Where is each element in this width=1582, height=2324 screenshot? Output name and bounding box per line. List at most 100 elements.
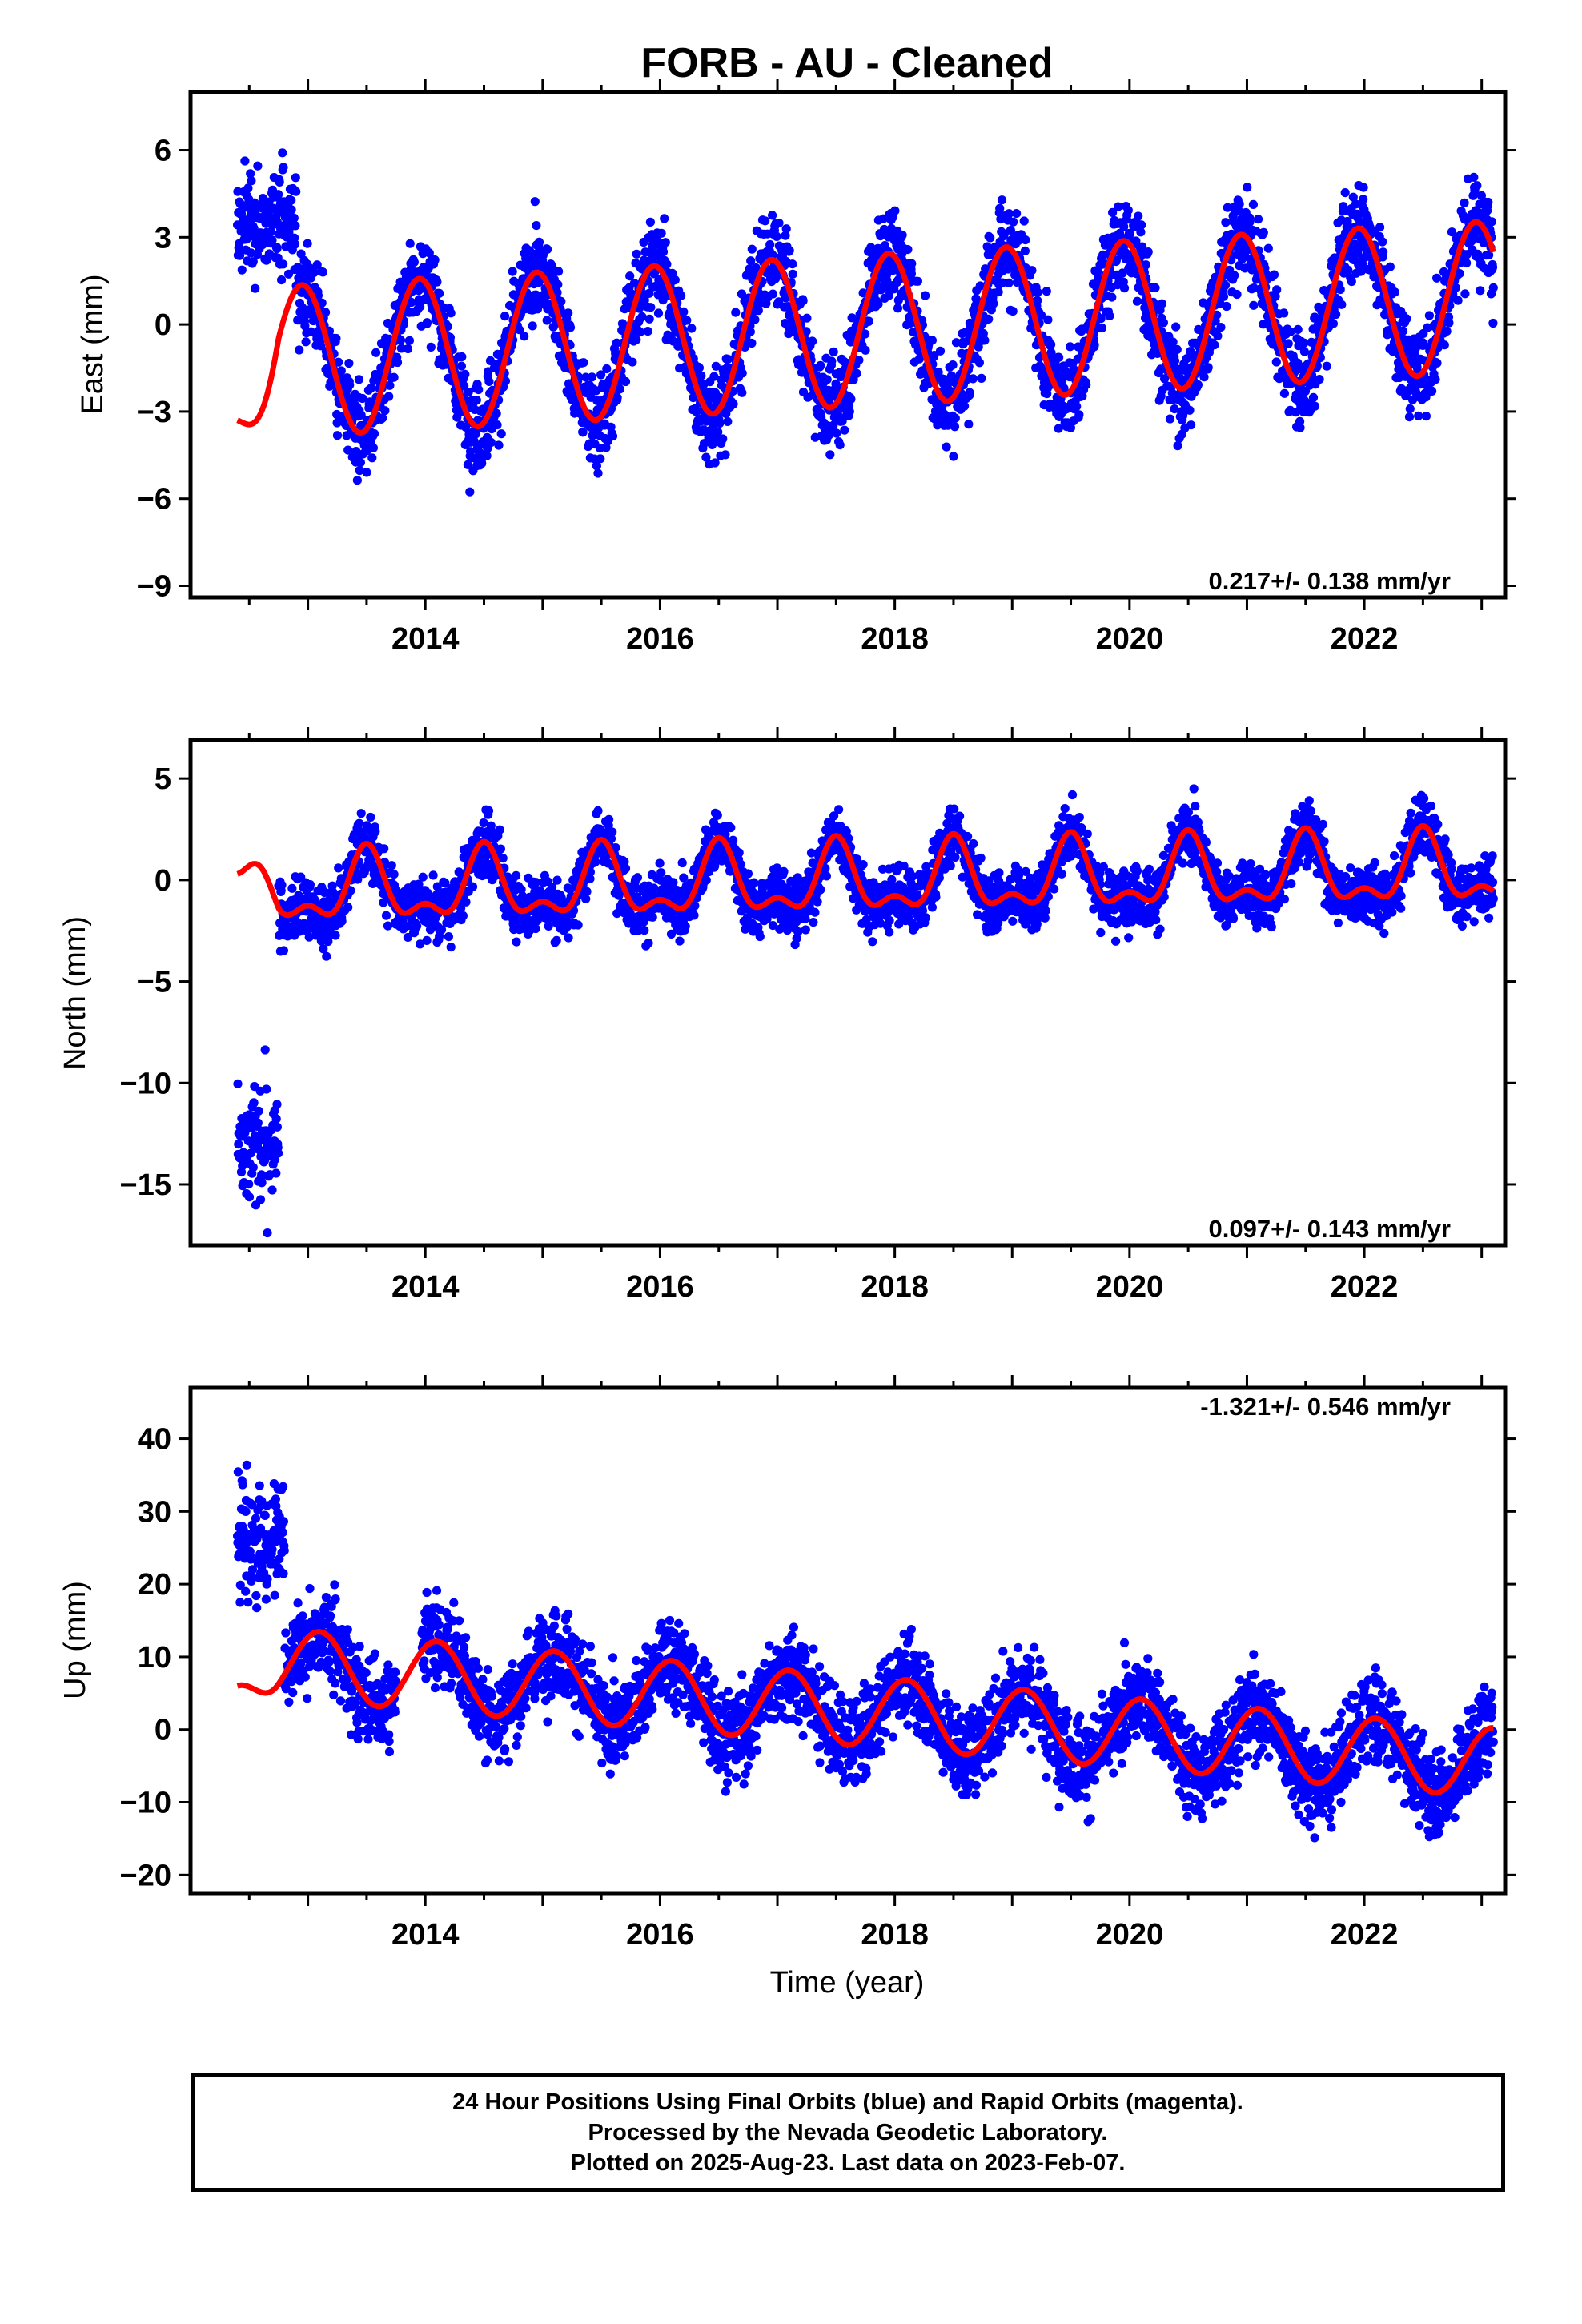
data-point bbox=[244, 1180, 254, 1189]
data-point bbox=[1359, 183, 1368, 192]
data-point bbox=[788, 269, 797, 279]
data-point bbox=[646, 303, 656, 312]
data-point bbox=[464, 388, 473, 397]
data-point bbox=[709, 372, 719, 381]
data-point bbox=[392, 357, 403, 368]
east-rate-label: 0.217+/- 0.138 mm/yr bbox=[1209, 567, 1451, 595]
data-point bbox=[781, 231, 790, 240]
data-point bbox=[1216, 323, 1226, 332]
data-point bbox=[573, 920, 583, 930]
data-point bbox=[751, 263, 761, 273]
data-point bbox=[977, 373, 986, 383]
x-tick-label: 2020 bbox=[1096, 1270, 1164, 1304]
data-point bbox=[951, 338, 962, 348]
data-point bbox=[243, 183, 253, 193]
data-point bbox=[718, 434, 728, 444]
data-point bbox=[383, 921, 393, 931]
data-point bbox=[697, 371, 706, 380]
data-point bbox=[1012, 209, 1022, 219]
data-point bbox=[723, 354, 733, 364]
data-point bbox=[305, 880, 315, 890]
data-point bbox=[1310, 312, 1319, 322]
data-point bbox=[355, 458, 365, 468]
east-frame bbox=[188, 90, 1508, 600]
data-point bbox=[248, 257, 258, 267]
data-point bbox=[1451, 283, 1460, 292]
data-point bbox=[620, 863, 631, 874]
data-point bbox=[1171, 322, 1181, 332]
data-point bbox=[978, 328, 988, 339]
data-point bbox=[498, 854, 508, 863]
data-point bbox=[1219, 292, 1229, 301]
data-point bbox=[662, 259, 672, 269]
data-point bbox=[534, 237, 544, 247]
data-point bbox=[890, 206, 900, 215]
data-point bbox=[1340, 188, 1350, 198]
data-point bbox=[907, 259, 917, 268]
data-point bbox=[247, 176, 256, 186]
data-point bbox=[381, 911, 391, 920]
data-point bbox=[640, 926, 649, 935]
data-point bbox=[933, 420, 942, 430]
x-tick-label: 2014 bbox=[391, 622, 460, 656]
data-point bbox=[1447, 227, 1457, 237]
data-point bbox=[593, 806, 603, 816]
data-point bbox=[670, 275, 680, 285]
data-point bbox=[354, 375, 363, 384]
x-tick-label: 2014 bbox=[391, 1270, 460, 1304]
data-point bbox=[701, 452, 711, 462]
data-point bbox=[1427, 386, 1437, 396]
data-point bbox=[446, 308, 456, 318]
data-point bbox=[644, 314, 654, 324]
data-point bbox=[554, 267, 564, 276]
data-point bbox=[1223, 203, 1232, 212]
data-point bbox=[457, 352, 467, 362]
data-point bbox=[942, 442, 951, 452]
data-point bbox=[564, 933, 573, 943]
data-point bbox=[272, 243, 282, 254]
data-point bbox=[591, 857, 600, 866]
data-point bbox=[873, 300, 883, 309]
data-point bbox=[950, 413, 960, 423]
data-point bbox=[927, 336, 937, 345]
data-point bbox=[840, 425, 849, 435]
data-point bbox=[345, 380, 355, 390]
data-point bbox=[1286, 327, 1295, 336]
data-point bbox=[1469, 172, 1479, 182]
data-point bbox=[1234, 206, 1243, 215]
data-point bbox=[316, 341, 326, 351]
data-point bbox=[1132, 296, 1142, 306]
data-point bbox=[334, 357, 343, 367]
data-point bbox=[277, 275, 287, 285]
data-point bbox=[737, 388, 747, 397]
data-point bbox=[687, 324, 697, 333]
data-point bbox=[1066, 423, 1075, 432]
data-point bbox=[296, 249, 306, 259]
data-point bbox=[593, 468, 603, 478]
data-point bbox=[761, 216, 770, 226]
data-point bbox=[960, 401, 970, 411]
data-point bbox=[492, 408, 501, 418]
data-point bbox=[897, 230, 907, 240]
data-point bbox=[632, 873, 643, 883]
y-tick-label: 0 bbox=[155, 864, 171, 898]
data-point bbox=[460, 381, 469, 391]
data-point bbox=[1439, 340, 1449, 350]
data-point bbox=[458, 911, 468, 921]
data-point bbox=[1004, 209, 1014, 219]
data-point bbox=[1385, 262, 1395, 271]
data-point bbox=[1293, 324, 1303, 334]
data-point bbox=[552, 875, 562, 885]
data-point bbox=[1432, 358, 1442, 368]
data-point bbox=[1119, 222, 1129, 231]
data-point bbox=[1259, 227, 1268, 237]
data-point bbox=[1168, 337, 1178, 347]
data-point bbox=[283, 269, 294, 279]
data-point bbox=[1404, 412, 1415, 422]
data-point bbox=[272, 1122, 282, 1132]
data-point bbox=[343, 445, 353, 455]
data-point bbox=[628, 357, 637, 367]
data-point bbox=[387, 861, 396, 870]
data-point bbox=[1220, 280, 1231, 290]
data-point bbox=[267, 1185, 277, 1195]
